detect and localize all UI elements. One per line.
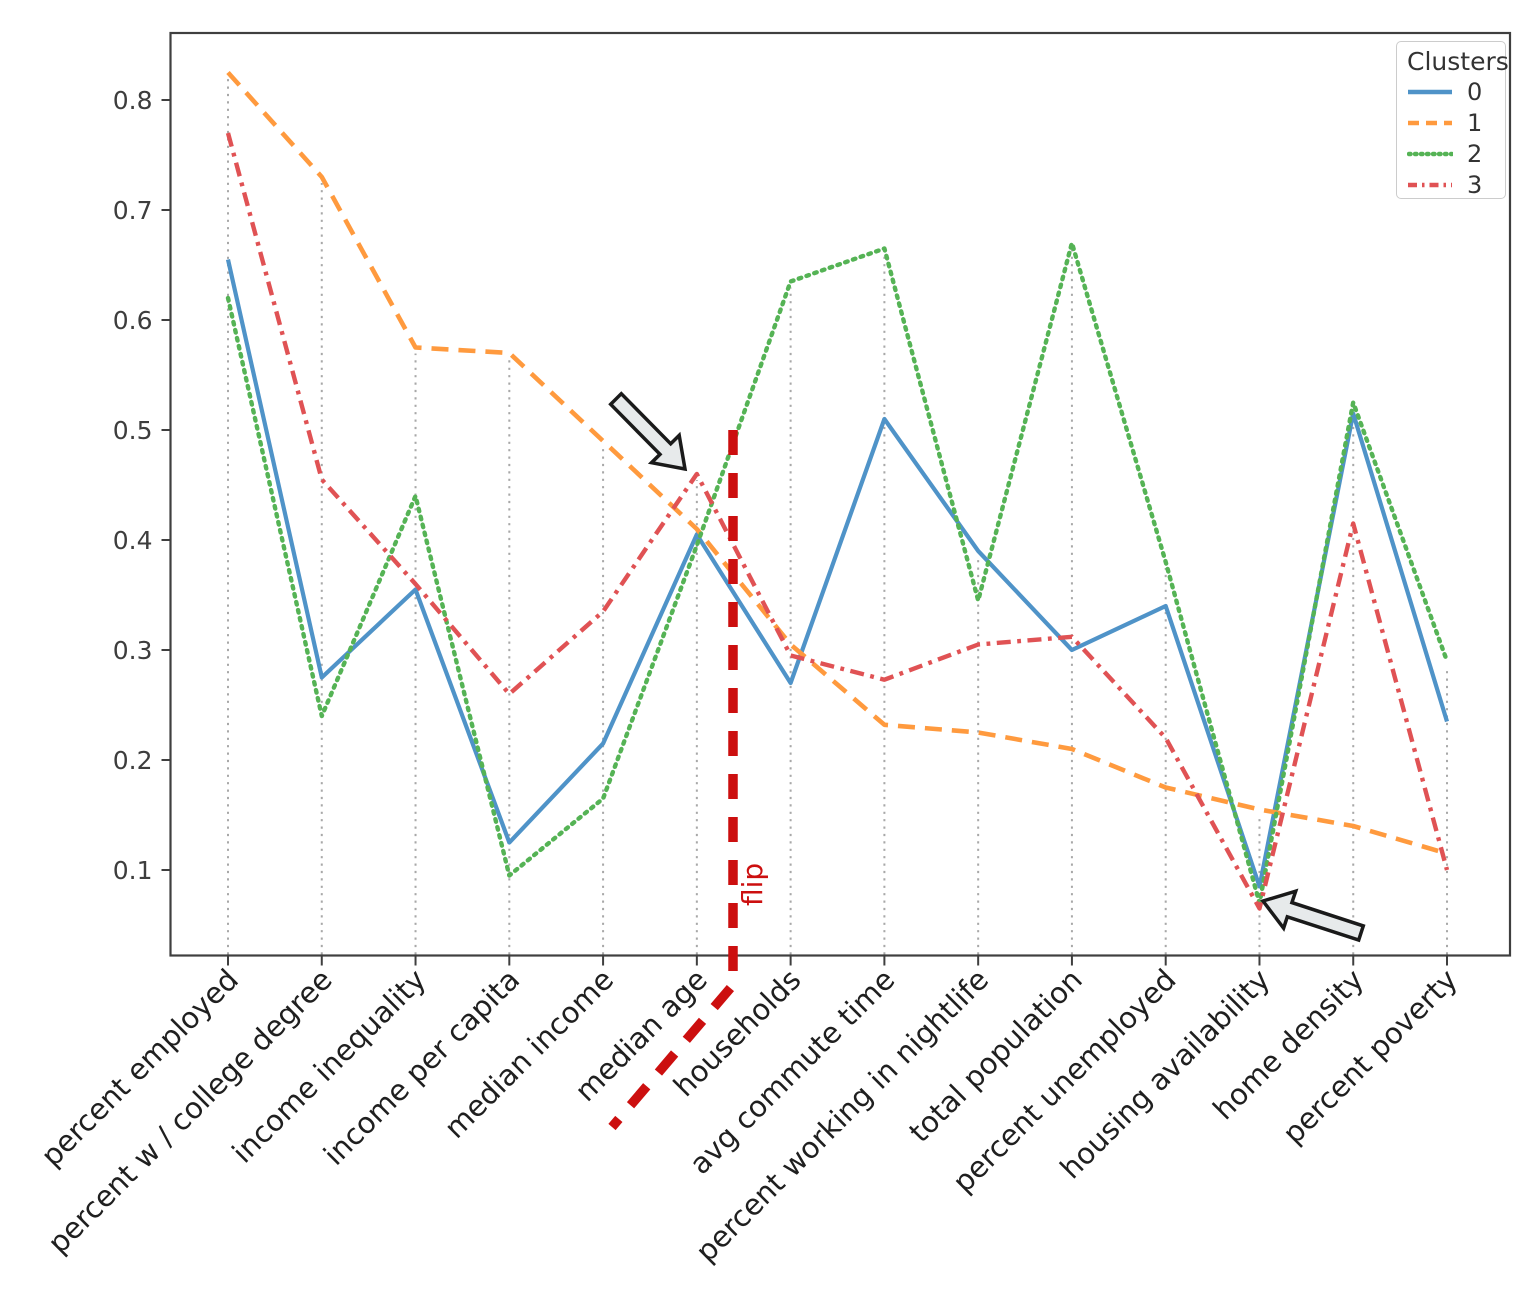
- series-line-cluster-1: [226, 70, 1448, 856]
- legend: Clusters 0 1 2 3: [1396, 41, 1509, 200]
- y-tick-label: 0.2: [113, 746, 153, 775]
- legend-title: Clusters: [1407, 47, 1509, 76]
- y-tick-label: 0.8: [113, 86, 153, 115]
- plot-frame: [169, 31, 1512, 957]
- arrow-annotation-housing-availability: [1260, 888, 1366, 943]
- x-tick-label: total population: [902, 962, 1089, 1149]
- flip-annotation-label: flip: [736, 863, 769, 906]
- y-tick-label: 0.7: [113, 196, 153, 225]
- y-tick-label: 0.1: [113, 856, 153, 885]
- y-tick-label: 0.4: [113, 526, 153, 555]
- x-tick-label: percent poverty: [1276, 962, 1464, 1150]
- legend-label: 3: [1467, 170, 1483, 199]
- legend-line-sample-solid: [1408, 89, 1452, 94]
- y-tick-label: 0.6: [113, 306, 153, 335]
- legend-line-sample-dotted: [1407, 151, 1453, 156]
- y-tick-label: 0.3: [113, 636, 153, 665]
- series-line-cluster-3: [225, 132, 1450, 911]
- x-tick-label: median income: [437, 962, 620, 1145]
- legend-entry-cluster-2: 2: [1407, 138, 1497, 169]
- y-tick-label: 0.5: [113, 416, 153, 445]
- arrow-annotation-median-age: [608, 391, 688, 472]
- legend-label: 0: [1467, 77, 1483, 106]
- legend-line-sample-dashdot: [1408, 182, 1452, 187]
- series-line-cluster-2: [225, 240, 1450, 906]
- flip-line: [608, 430, 738, 1131]
- legend-entry-cluster-0: 0: [1407, 76, 1497, 107]
- legend-label: 2: [1467, 139, 1483, 168]
- legend-entry-cluster-1: 1: [1407, 107, 1497, 138]
- legend-label: 1: [1467, 108, 1483, 137]
- legend-line-sample-dashed: [1408, 120, 1452, 125]
- legend-entry-cluster-3: 3: [1407, 169, 1497, 200]
- series-line-cluster-0: [225, 259, 1450, 889]
